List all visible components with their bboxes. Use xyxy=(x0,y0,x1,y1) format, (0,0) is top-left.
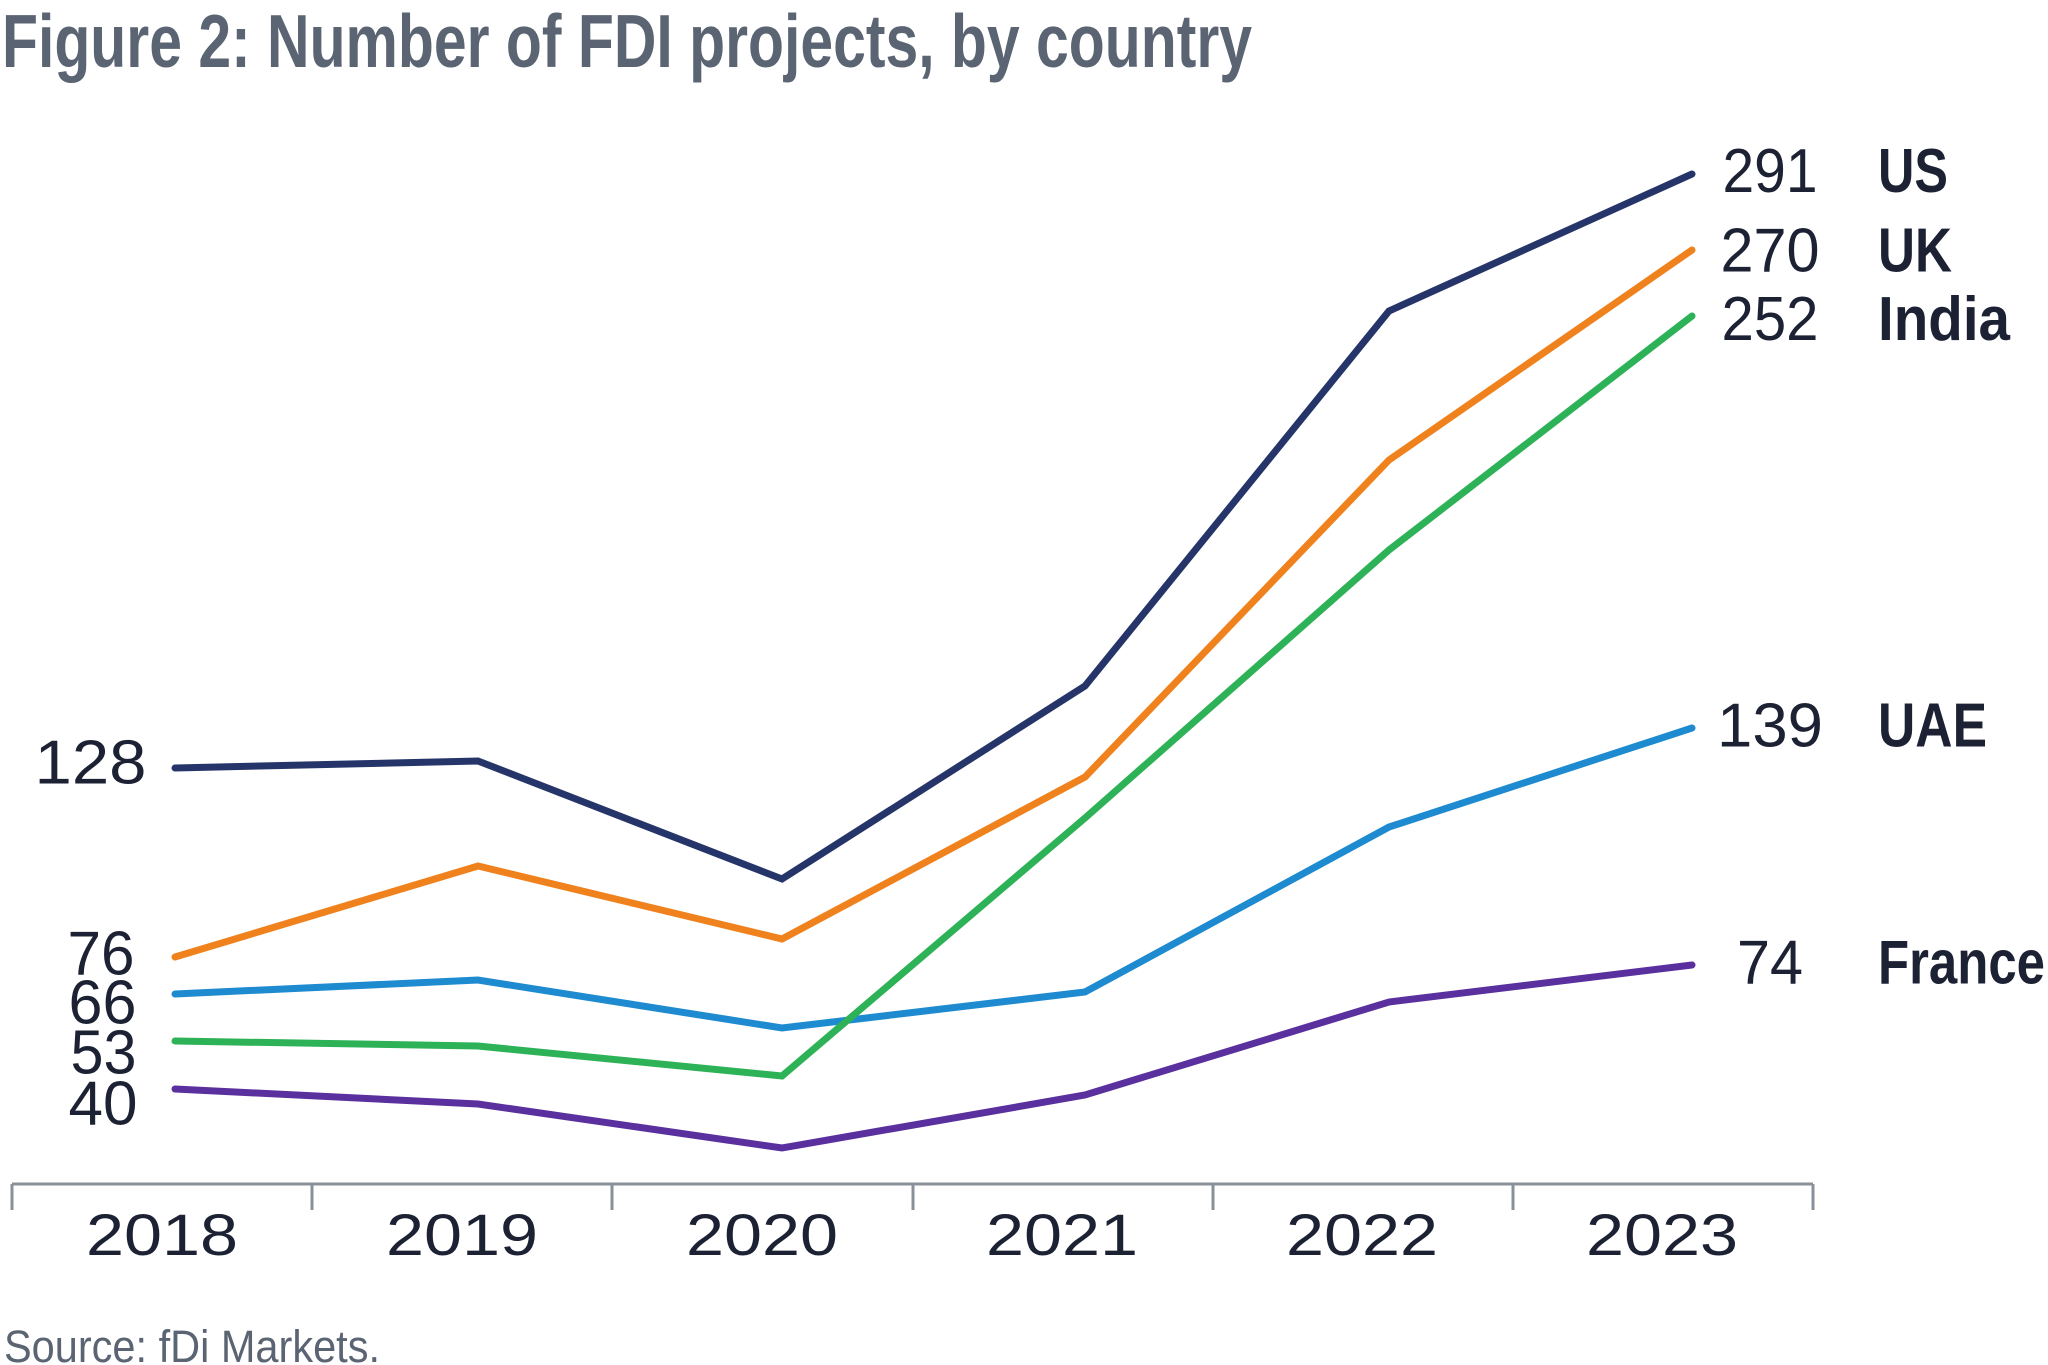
svg-text:76: 76 xyxy=(68,920,135,989)
svg-text:53: 53 xyxy=(71,1019,137,1088)
svg-text:2019: 2019 xyxy=(386,1203,538,1268)
svg-text:2023: 2023 xyxy=(1586,1203,1738,1268)
svg-text:66: 66 xyxy=(69,969,137,1038)
svg-text:France: France xyxy=(1878,929,2045,998)
svg-text:2021: 2021 xyxy=(986,1203,1138,1268)
svg-text:128: 128 xyxy=(35,729,147,798)
svg-text:2018: 2018 xyxy=(86,1203,238,1268)
svg-text:Source: fDi Markets.: Source: fDi Markets. xyxy=(4,1321,380,1365)
svg-text:Figure 2: Number of FDI projec: Figure 2: Number of FDI projects, by cou… xyxy=(2,0,1252,83)
svg-text:40: 40 xyxy=(69,1070,138,1139)
svg-text:US: US xyxy=(1878,137,1948,206)
svg-text:India: India xyxy=(1878,285,2010,354)
svg-text:270: 270 xyxy=(1721,217,1820,286)
svg-text:139: 139 xyxy=(1717,692,1823,761)
svg-text:2022: 2022 xyxy=(1286,1203,1438,1268)
svg-text:74: 74 xyxy=(1737,929,1803,998)
svg-text:252: 252 xyxy=(1722,285,1819,354)
svg-text:2020: 2020 xyxy=(686,1203,838,1268)
svg-text:UK: UK xyxy=(1878,217,1952,286)
svg-text:UAE: UAE xyxy=(1878,692,1987,761)
svg-text:291: 291 xyxy=(1723,137,1818,206)
